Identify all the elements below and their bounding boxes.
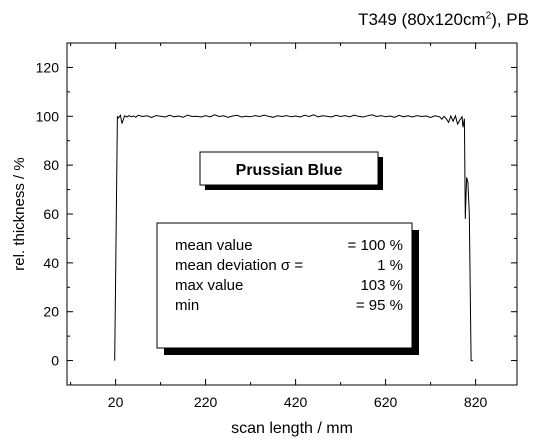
x-tick-label: 420 — [284, 394, 308, 410]
chart-title: T349 (80x120cm2), PB — [358, 10, 529, 29]
x-tick-label: 620 — [374, 394, 398, 410]
chart-ticks: 20 220 420 620 820 0 20 40 60 80 100 120 — [36, 42, 517, 410]
x-tick-label: 820 — [464, 394, 488, 410]
stats-box — [156, 222, 413, 349]
stats-label: mean deviation σ = — [175, 257, 303, 274]
y-tick-label: 20 — [43, 304, 59, 320]
x-axis-label: scan length / mm — [231, 420, 353, 437]
stats-value: 1 % — [377, 257, 403, 274]
stats-value: = 100 % — [348, 237, 403, 254]
y-tick-label: 120 — [36, 59, 60, 75]
x-tick-label: 20 — [108, 394, 124, 410]
stats-label: max value — [175, 277, 243, 294]
x-tick-label: 220 — [194, 394, 218, 410]
y-tick-label: 100 — [36, 108, 60, 124]
stats-label: mean value — [175, 237, 253, 254]
y-tick-label: 40 — [43, 255, 59, 271]
label-box-text: Prussian Blue — [236, 162, 343, 179]
y-tick-label: 60 — [43, 206, 59, 222]
y-axis-label: rel. thickness / % — [11, 157, 28, 270]
stats-label: min — [175, 297, 199, 314]
stats-value: = 95 % — [356, 297, 403, 314]
chart-annotations: Prussian Blue mean value = 100 % mean devia… — [156, 151, 419, 355]
stats-value: 103 % — [360, 277, 403, 294]
thickness-line — [114, 114, 473, 362]
chart-series — [114, 114, 473, 362]
y-tick-label: 0 — [51, 353, 59, 369]
label-box — [199, 151, 379, 186]
y-tick-label: 80 — [43, 157, 59, 173]
